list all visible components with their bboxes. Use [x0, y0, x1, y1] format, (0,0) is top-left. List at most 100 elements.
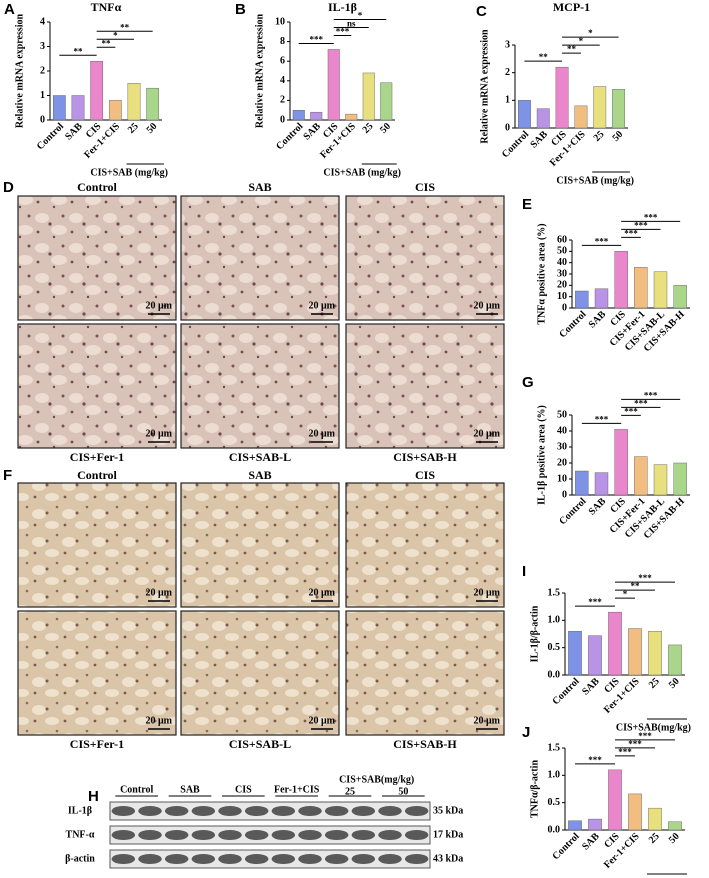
x-tick-label: Control — [551, 831, 582, 862]
bar — [653, 464, 668, 496]
image-label: Control — [77, 180, 117, 194]
x-tick-label: SAB — [528, 129, 550, 151]
significance-label: *** — [634, 220, 648, 230]
band — [191, 853, 216, 865]
significance-label: *** — [336, 27, 350, 37]
x-tick-label: Fer-1+CIS — [82, 121, 122, 161]
y-axis-label: Relative mRNA expression — [479, 29, 490, 144]
lane-label: 25 — [345, 786, 355, 797]
y-tick-label: 40 — [557, 425, 567, 436]
y-tick-label: 30 — [557, 441, 567, 452]
y-tick-label: 8 — [280, 36, 285, 47]
lane-label: 50 — [398, 786, 408, 797]
y-tick-label: 4 — [40, 16, 45, 27]
row-label: IL-1β — [68, 805, 92, 816]
y-tick-label: 1.0 — [548, 770, 561, 781]
y-tick-label: 10 — [275, 16, 285, 27]
micrograph — [345, 610, 505, 736]
bar — [568, 631, 582, 676]
x-tick-label: 50 — [145, 121, 160, 136]
panel-label: I — [522, 563, 526, 580]
band — [191, 805, 216, 817]
band — [218, 805, 242, 817]
panel-label: E — [522, 196, 532, 213]
size-label: 35 kDa — [433, 805, 463, 816]
panel-label: D — [3, 179, 14, 196]
y-tick-label: 0 — [280, 114, 285, 125]
x-tick-label: 25 — [647, 831, 662, 846]
image-label: CIS+SAB-H — [393, 737, 457, 751]
band — [378, 805, 402, 817]
x-tick-label: SAB — [63, 121, 85, 143]
lane-label: CIS — [235, 784, 252, 795]
image-label: CIS+SAB-L — [229, 450, 291, 464]
significance-label: ** — [120, 22, 130, 32]
bar — [653, 271, 668, 309]
significance-label: *** — [628, 739, 642, 749]
blot-strip — [109, 825, 431, 845]
bar — [648, 807, 662, 831]
bar — [614, 429, 628, 496]
bar — [574, 105, 588, 129]
lane-label: Fer-1+CIS — [274, 784, 320, 795]
band — [111, 805, 136, 817]
micrograph — [345, 195, 505, 321]
bar — [362, 72, 375, 121]
significance-label: *** — [644, 212, 658, 222]
bar — [345, 113, 358, 121]
panel-label: C — [476, 3, 487, 20]
band — [324, 829, 349, 841]
chart-title: IL-1β — [328, 0, 357, 14]
y-tick-label: 2 — [40, 65, 45, 76]
band — [138, 853, 162, 865]
x-tick-label: 25 — [647, 676, 662, 691]
bar — [614, 251, 628, 309]
x-tick-label: Control — [557, 309, 588, 340]
significance-label: *** — [618, 747, 632, 757]
bar — [588, 635, 602, 676]
band — [298, 829, 322, 841]
band — [164, 853, 189, 865]
bar — [575, 290, 589, 309]
significance-label: * — [623, 589, 628, 599]
scale-bar-label: 20 μm — [146, 428, 173, 439]
significance-label: *** — [638, 573, 652, 583]
micrograph — [17, 323, 177, 449]
significance-label: *** — [595, 236, 609, 246]
band — [164, 805, 189, 817]
group-label: CIS+SAB (mg/kg) — [323, 167, 401, 178]
bar — [536, 108, 550, 129]
band — [244, 853, 269, 865]
x-tick-label: Fer-1+CIS — [548, 129, 588, 169]
band — [191, 829, 216, 841]
x-tick-label: 25 — [592, 129, 607, 144]
y-tick-label: 0 — [562, 489, 567, 500]
significance-label: ns — [347, 19, 356, 29]
panel-label: B — [235, 1, 246, 18]
y-tick-label: 20 — [557, 280, 567, 291]
band — [324, 853, 349, 865]
panel-label: F — [3, 467, 12, 484]
image-label: CIS+SAB-L — [229, 737, 291, 751]
micrograph — [180, 482, 340, 608]
micrograph — [180, 610, 340, 736]
scale-bar-label: 20 μm — [474, 428, 501, 439]
lane-label: SAB — [180, 784, 200, 795]
image-label: Control — [77, 468, 117, 482]
band — [324, 805, 349, 817]
scale-bar-label: 20 μm — [474, 587, 501, 598]
image-label: CIS — [415, 180, 435, 194]
y-axis-label: IL-1β positive area (%) — [536, 405, 547, 505]
significance-label: * — [588, 28, 593, 38]
x-tick-label: SAB — [301, 121, 323, 143]
significance-label: *** — [588, 597, 602, 607]
band — [298, 805, 322, 817]
image-label: CIS — [415, 468, 435, 482]
bar — [568, 820, 582, 831]
band — [164, 829, 189, 841]
bar — [52, 95, 66, 121]
bar — [127, 83, 141, 121]
y-tick-label: 0.5 — [548, 642, 561, 653]
y-axis-label: TNFα/β-actin — [529, 760, 540, 819]
significance-label: ** — [567, 44, 577, 54]
